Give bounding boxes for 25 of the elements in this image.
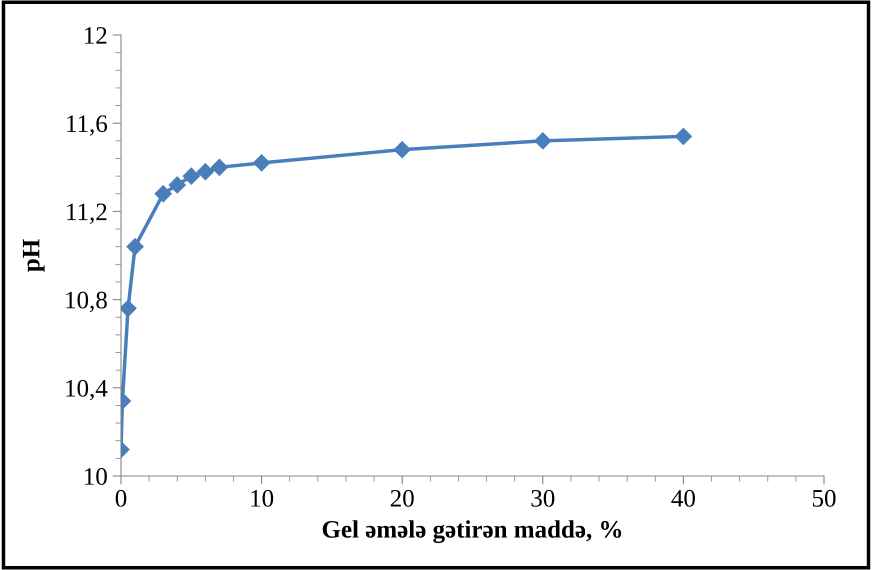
x-tick-label: 50 xyxy=(812,490,836,507)
x-tick-label: 0 xyxy=(116,490,126,507)
y-tick-label: 10,8 xyxy=(66,292,107,312)
point xyxy=(154,185,172,202)
point xyxy=(674,128,692,145)
point xyxy=(182,168,200,185)
x-axis-title: Gel əmələ gətirən maddə, % xyxy=(322,520,622,544)
point xyxy=(121,300,137,317)
x-tick-label: 10 xyxy=(251,490,274,507)
y-tick-label: 12 xyxy=(85,27,106,44)
point xyxy=(253,154,270,172)
x-tick-label: 30 xyxy=(531,490,554,507)
x-tick-label: 40 xyxy=(671,490,695,507)
y-tick-label: 11,2 xyxy=(67,204,106,224)
y-tick-label: 10,4 xyxy=(66,380,108,400)
y-axis-title: pH xyxy=(22,239,45,272)
x-tick-label: 20 xyxy=(390,490,414,507)
point xyxy=(196,163,214,180)
point xyxy=(394,141,411,158)
point xyxy=(210,158,228,176)
point xyxy=(126,238,144,256)
y-tick-label: 10 xyxy=(85,468,107,485)
y-tick-label: 11,6 xyxy=(67,115,108,136)
point xyxy=(534,132,552,150)
point xyxy=(168,176,186,194)
